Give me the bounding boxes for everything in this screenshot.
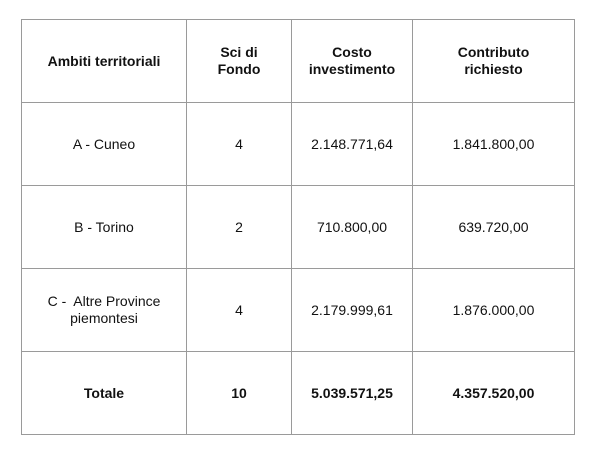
header-costo-investimento: Costo investimento [291,19,413,103]
header-sci-line2: Fondo [217,61,261,77]
header-costo-line2: investimento [308,61,396,77]
ambito-label: B - Torino [74,218,134,235]
table-row-torino: B - Torino 2 710.800,00 639.720,00 [21,185,575,269]
cell-sci-di-fondo: 4 [186,102,292,186]
cell-costo: 710.800,00 [291,185,413,269]
table-row-cuneo: A - Cuneo 4 2.148.771,64 1.841.800,00 [21,102,575,186]
data-table: Ambiti territoriali Sci di Fondo Costo i… [21,19,575,435]
cell-ambito: A - Cuneo [21,102,187,186]
header-ambiti-territoriali: Ambiti territoriali [21,19,187,103]
header-contributo-line1: Contributo [457,44,530,60]
cell-total-sci-di-fondo: 10 [186,351,292,435]
ambito-label: A - Cuneo [72,135,136,152]
header-costo-line1: Costo [332,44,372,60]
table-row-altre-province: C - Altre Province piemontesi 4 2.179.99… [21,268,575,352]
cell-costo: 2.148.771,64 [291,102,413,186]
header-contributo-richiesto: Contributo richiesto [412,19,575,103]
header-sci-di-fondo: Sci di Fondo [186,19,292,103]
cell-costo: 2.179.999,61 [291,268,413,352]
cell-sci-di-fondo: 2 [186,185,292,269]
cell-ambito: B - Torino [21,185,187,269]
cell-contributo: 639.720,00 [412,185,575,269]
header-contributo-line2: richiesto [464,61,523,77]
cell-total-contributo: 4.357.520,00 [412,351,575,435]
table-header-row: Ambiti territoriali Sci di Fondo Costo i… [21,19,575,103]
ambito-label-line1: C - Altre Province [47,293,161,309]
cell-total-label: Totale [21,351,187,435]
cell-contributo: 1.841.800,00 [412,102,575,186]
table-row-totale: Totale 10 5.039.571,25 4.357.520,00 [21,351,575,435]
cell-ambito: C - Altre Province piemontesi [21,268,187,352]
header-ambiti-label: Ambiti territoriali [47,52,161,69]
ambito-label-line2: piemontesi [70,310,138,326]
header-sci-line1: Sci di [220,44,258,60]
cell-sci-di-fondo: 4 [186,268,292,352]
cell-contributo: 1.876.000,00 [412,268,575,352]
cell-total-costo: 5.039.571,25 [291,351,413,435]
